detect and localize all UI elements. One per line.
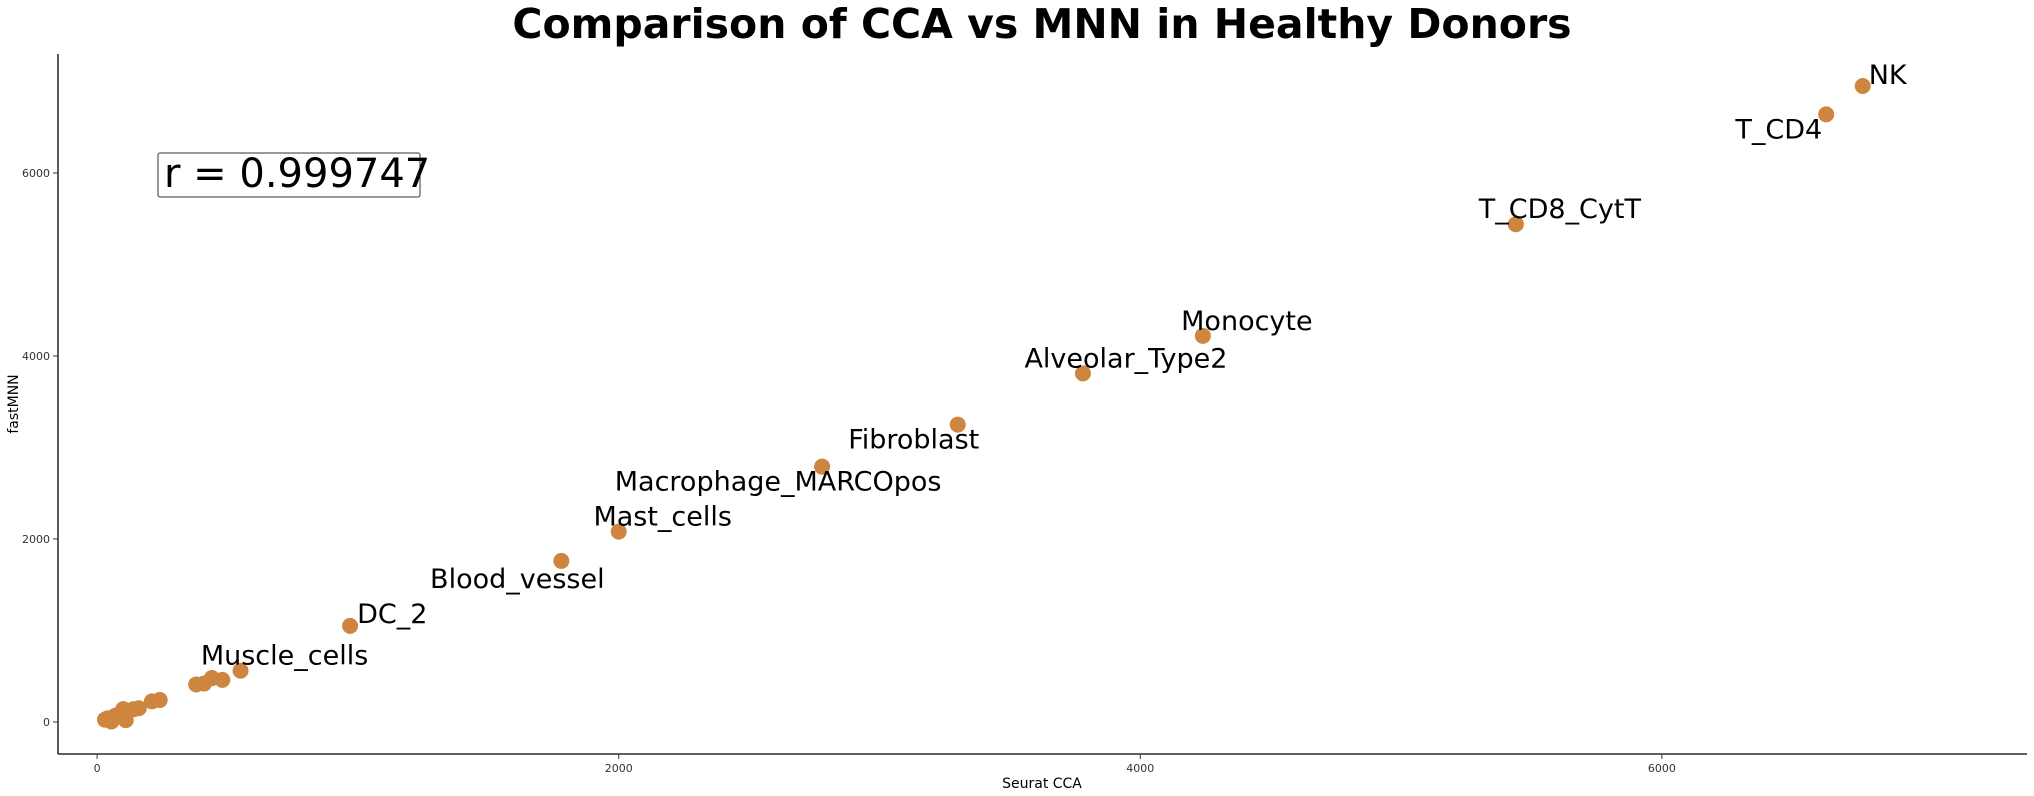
data-point [1194, 327, 1211, 344]
annotation-text: r = 0.999747 [164, 151, 430, 197]
chart-title: Comparison of CCA vs MNN in Healthy Dono… [512, 0, 1571, 48]
y-tick-label: 6000 [22, 167, 50, 180]
point-label: NK [1869, 60, 1908, 91]
point-label: Macrophage_MARCOpos [615, 467, 942, 498]
y-tick-label: 2000 [22, 533, 50, 546]
correlation-annotation: r = 0.999747 [157, 151, 430, 198]
y-tick-label: 4000 [22, 350, 50, 363]
point-label: T_CD8_CytT [1478, 194, 1642, 225]
data-point [553, 552, 570, 569]
data-point [1854, 78, 1871, 95]
point-label: T_CD4 [1734, 114, 1822, 145]
point-label: DC_2 [357, 599, 427, 630]
point-label: Alveolar_Type2 [1024, 343, 1227, 374]
data-point [949, 416, 966, 433]
point-label: Fibroblast [848, 425, 979, 456]
point-labels: NK T_CD4 T_CD8_CytT Monocyte Alveolar_Type2 F… [201, 60, 1908, 672]
data-point [1074, 365, 1091, 382]
data-point [1818, 106, 1835, 123]
data-point [610, 523, 627, 540]
data-points [96, 78, 1871, 730]
y-tick-label: 0 [43, 716, 50, 729]
data-point [814, 458, 831, 475]
x-axis-title: Seurat CCA [1002, 776, 1082, 792]
point-label: Monocyte [1181, 306, 1312, 337]
data-point [188, 676, 205, 693]
x-tick-label: 6000 [1648, 762, 1676, 775]
x-tick-label: 4000 [1126, 762, 1154, 775]
x-tick-label: 0 [94, 762, 101, 775]
data-point [1507, 216, 1524, 233]
data-point [96, 711, 113, 728]
annotation-box [157, 152, 421, 198]
y-axis-title: fastMNN [6, 374, 22, 433]
data-point [232, 662, 249, 679]
axes: 0 2000 4000 6000 0 2000 4000 6000 [22, 54, 2027, 775]
point-label: Blood_vessel [430, 564, 605, 595]
point-label: Muscle_cells [201, 641, 368, 672]
data-point [342, 617, 359, 634]
x-tick-label: 2000 [605, 762, 633, 775]
data-point [143, 693, 160, 710]
point-label: Mast_cells [593, 502, 732, 533]
